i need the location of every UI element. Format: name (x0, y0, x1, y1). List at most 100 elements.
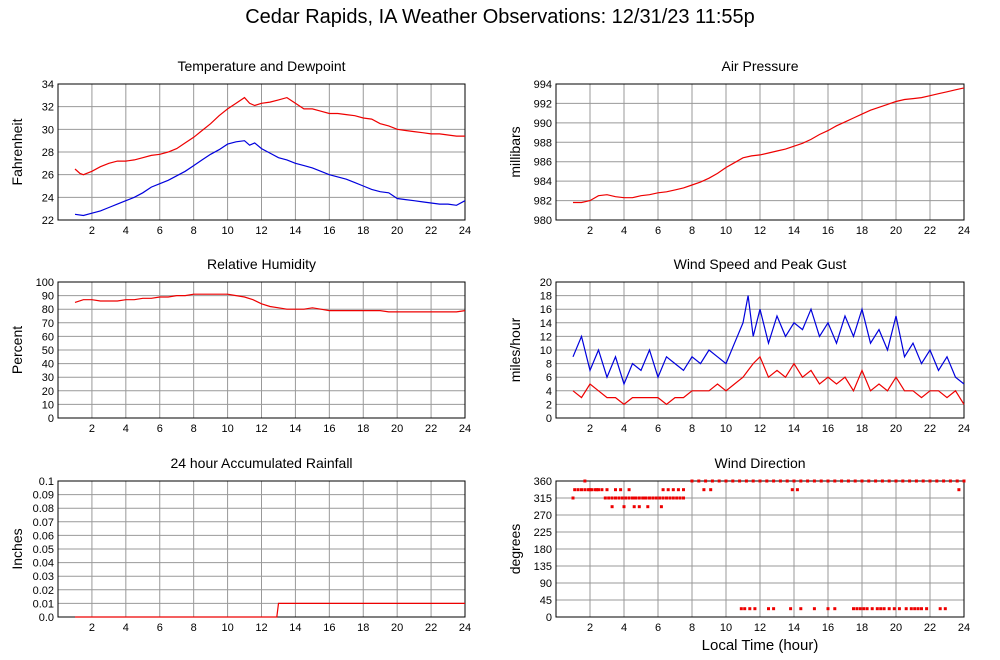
data-point (870, 607, 874, 611)
y-tick-label: 20 (540, 277, 552, 289)
x-tick-label: 22 (425, 225, 437, 237)
x-tick-label: 10 (720, 423, 732, 435)
series-line-red (74, 293, 466, 313)
chart-title: Air Pressure (721, 58, 798, 74)
data-point (955, 479, 959, 483)
x-tick-label: 10 (221, 423, 233, 435)
y-tick-label: 0.01 (33, 598, 54, 610)
data-point (704, 479, 708, 483)
data-point (614, 496, 617, 500)
data-point (921, 479, 925, 483)
data-point (840, 479, 844, 483)
data-point (792, 479, 796, 483)
x-tick-label: 22 (425, 423, 437, 435)
y-tick-label: 0.09 (33, 490, 54, 502)
data-point (668, 496, 672, 500)
data-point (887, 479, 891, 483)
series-line-red (75, 602, 465, 618)
data-point (920, 607, 923, 611)
x-tick-label: 20 (890, 423, 902, 435)
data-point (767, 607, 770, 611)
data-point (682, 496, 685, 500)
data-point (702, 488, 706, 492)
data-point (619, 488, 623, 492)
y-tick-label: 0.08 (33, 503, 54, 515)
data-point (962, 479, 966, 483)
data-point (671, 488, 675, 492)
data-point (874, 479, 878, 483)
y-tick-label: 0.02 (33, 585, 54, 597)
x-tick-label: 6 (157, 225, 163, 237)
y-tick-label: 6 (546, 372, 552, 384)
data-point (748, 607, 752, 611)
y-tick-label: 4 (546, 386, 552, 398)
y-tick-label: 0.04 (33, 558, 54, 570)
x-tick-label: 14 (788, 423, 800, 435)
y-tick-label: 22 (42, 215, 54, 227)
x-tick-label: 10 (720, 622, 732, 634)
data-point (826, 479, 830, 483)
y-axis-label: miles/hour (507, 317, 523, 382)
x-tick-label: 24 (459, 225, 471, 237)
y-axis-label: Fahrenheit (9, 118, 25, 185)
x-tick-label: 16 (822, 622, 834, 634)
data-point (925, 607, 929, 611)
chart-title: Relative Humidity (207, 256, 316, 272)
x-tick-label: 24 (958, 225, 970, 237)
data-point (678, 496, 682, 500)
x-tick-label: 20 (391, 622, 403, 634)
data-point (879, 607, 883, 611)
y-tick-label: 986 (534, 157, 552, 169)
data-point (892, 607, 896, 611)
y-tick-label: 0.06 (33, 530, 54, 542)
data-point (597, 488, 600, 492)
y-tick-label: 2 (546, 399, 552, 411)
x-tick-label: 12 (255, 423, 267, 435)
x-tick-label: 12 (255, 225, 267, 237)
y-tick-label: 18 (540, 291, 552, 303)
data-point (795, 488, 799, 492)
data-point (637, 496, 641, 500)
page-title: Cedar Rapids, IA Weather Observations: 1… (245, 6, 755, 28)
y-tick-label: 30 (42, 124, 54, 136)
data-point (690, 479, 694, 483)
data-point (731, 479, 735, 483)
x-tick-label: 24 (459, 622, 471, 634)
data-point (916, 607, 920, 611)
data-point (852, 607, 855, 611)
data-point (622, 505, 626, 509)
y-tick-label: 90 (540, 578, 552, 590)
data-point (593, 488, 597, 492)
data-point (738, 479, 742, 483)
chart-title: Temperature and Dewpoint (177, 58, 345, 74)
data-point (853, 479, 857, 483)
x-tick-label: 18 (357, 622, 369, 634)
data-point (739, 607, 743, 611)
x-tick-label: 8 (191, 225, 197, 237)
y-tick-label: 80 (42, 304, 54, 316)
data-point (957, 488, 961, 492)
x-tick-label: 22 (924, 622, 936, 634)
data-point (710, 479, 714, 483)
data-point (819, 479, 823, 483)
data-point (666, 488, 670, 492)
data-point (875, 607, 879, 611)
data-point (614, 488, 617, 492)
data-point (658, 496, 662, 500)
data-point (646, 505, 650, 509)
data-point (583, 479, 587, 483)
data-point (641, 496, 645, 500)
data-point (605, 488, 609, 492)
x-axis-label: Local Time (hour) (702, 637, 819, 654)
data-point (758, 479, 762, 483)
x-tick-label: 22 (425, 622, 437, 634)
y-tick-label: 10 (42, 399, 54, 411)
data-point (588, 488, 592, 492)
x-tick-label: 18 (856, 622, 868, 634)
series-line-red (74, 96, 465, 176)
y-tick-label: 990 (534, 118, 552, 130)
data-point (785, 479, 789, 483)
